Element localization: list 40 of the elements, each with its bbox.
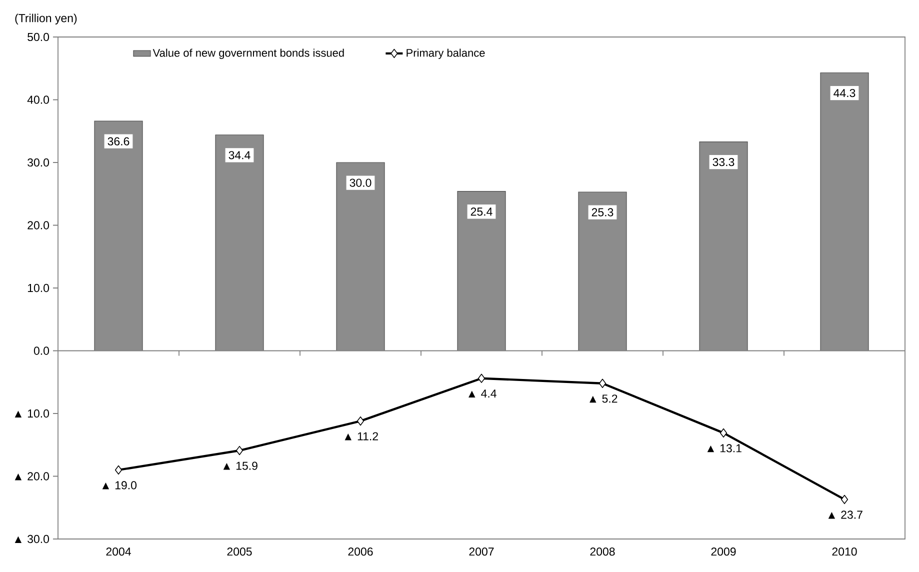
x-tick-label: 2007 <box>469 548 494 556</box>
legend-label: Value of new government bonds issued <box>152 48 344 59</box>
data-label: 36.6 <box>108 137 130 146</box>
y-tick-label: 30.0 <box>28 158 50 167</box>
y-tick-label: ▲ 30.0 <box>14 534 50 544</box>
x-tick-label: 2008 <box>590 548 615 556</box>
y-tick-label: ▲ 10.0 <box>14 409 50 418</box>
annotation: ▲ 13.1 <box>707 444 742 452</box>
x-tick-label: 2009 <box>711 548 736 556</box>
data-label: 30.0 <box>350 178 372 187</box>
x-tick-label: 2010 <box>832 548 857 556</box>
point <box>720 428 728 438</box>
annotation: ▲ 5.2 <box>590 394 618 403</box>
data-label: 25.3 <box>592 208 614 216</box>
y-tick-label: 50.0 <box>28 32 50 42</box>
point <box>356 416 364 426</box>
point <box>598 378 606 388</box>
data-label: 25.4 <box>470 208 492 216</box>
annotation: ▲ 23.7 <box>828 510 862 519</box>
y-tick-label: 40.0 <box>27 96 50 104</box>
point <box>478 374 486 383</box>
y-tick-label: 10.0 <box>28 284 50 292</box>
y-tick-label: 0.0 <box>34 346 50 355</box>
data-label: 33.3 <box>712 158 734 166</box>
annotation: ▲ 19.0 <box>102 481 137 490</box>
annotation: ▲ 11.2 <box>344 432 378 440</box>
y-tick-label: 20.0 <box>28 221 50 230</box>
x-tick-label: 2005 <box>227 548 252 556</box>
x-tick-label: 2004 <box>106 548 131 556</box>
data-label: 34.4 <box>228 151 250 160</box>
annotation: ▲ 4.4 <box>468 390 496 398</box>
x-tick-label: 2006 <box>348 548 373 556</box>
data-label: 44.3 <box>834 88 856 98</box>
point <box>236 446 244 456</box>
y-tick-label: ▲ 20.0 <box>14 472 50 480</box>
annotation: ▲ 15.9 <box>223 462 258 470</box>
point <box>114 465 122 475</box>
point <box>840 494 848 504</box>
legend-label: Primary balance <box>406 48 485 59</box>
y-axis-title: (Trillion yen) <box>15 14 77 24</box>
